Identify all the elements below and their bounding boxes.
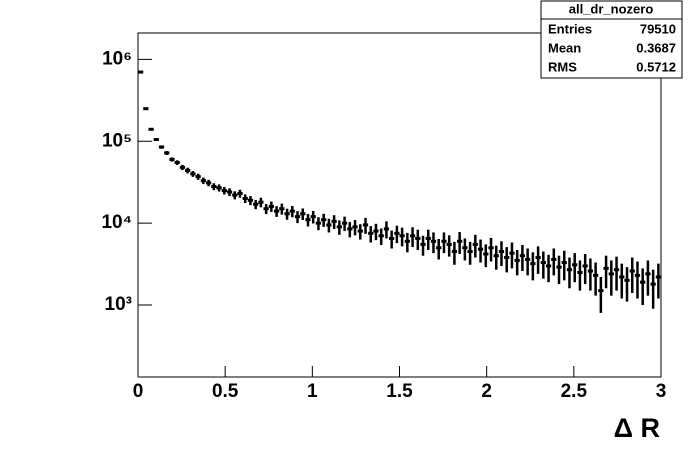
x-tick-label: 2.5	[561, 381, 588, 402]
x-tick-label: 0.5	[212, 381, 239, 402]
y-tick-label: 10⁵	[102, 130, 132, 151]
stats-value: 79510	[640, 21, 676, 36]
y-tick-label: 10⁶	[102, 48, 132, 69]
stats-value: 0.3687	[636, 40, 676, 55]
stats-box: all_dr_nozero	[540, 0, 683, 79]
x-tick-label: 1.5	[386, 381, 413, 402]
y-tick-label: 10³	[105, 294, 132, 315]
x-tick-label: 0	[133, 381, 144, 402]
stats-title: all_dr_nozero	[569, 1, 654, 16]
x-axis-title: Δ R	[614, 413, 660, 443]
stats-label: Mean	[548, 40, 581, 55]
x-tick-label: 2	[481, 381, 492, 402]
x-tick-label: 1	[307, 381, 318, 402]
stats-label: RMS	[548, 59, 577, 74]
stats-value: 0.5712	[636, 59, 676, 74]
stats-frame	[540, 0, 683, 79]
x-tick-label: 3	[656, 381, 667, 402]
stats-label: Entries	[548, 21, 592, 36]
y-tick-label: 10⁴	[101, 212, 132, 233]
